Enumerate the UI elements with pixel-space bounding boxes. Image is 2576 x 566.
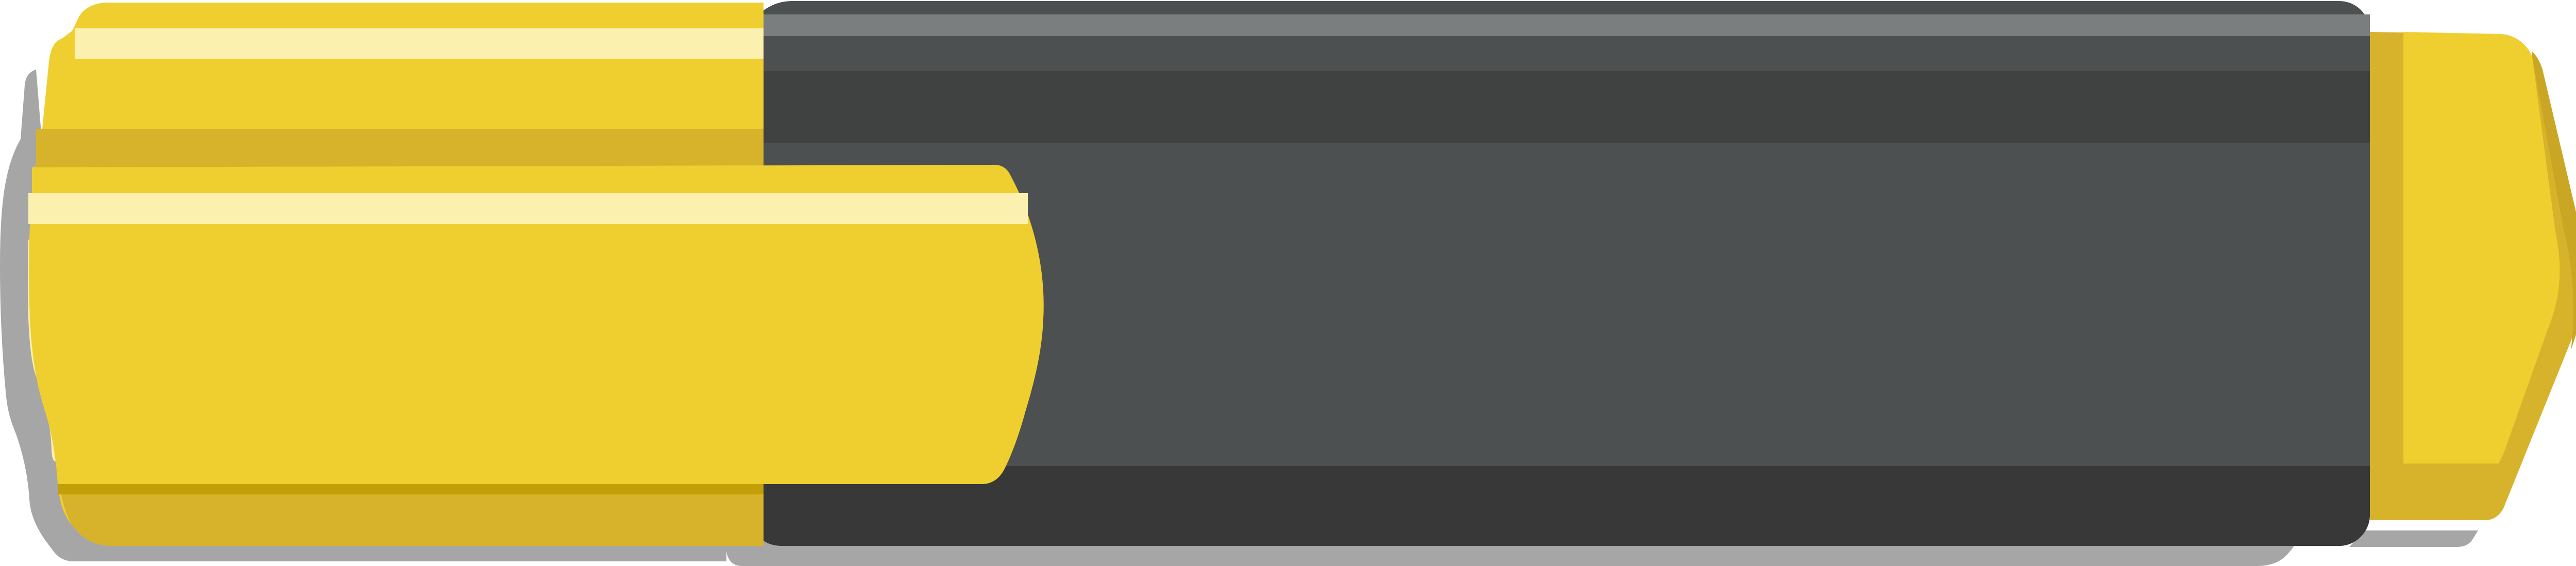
tip-group [2370,32,2576,520]
cap-clip-highlight [28,193,1028,224]
cap-bottom-line [58,484,764,494]
cap-clip [29,165,1044,484]
cap-band-dark [36,129,764,167]
tip-edge [2532,52,2576,350]
barrel-bottom-band [764,466,2370,546]
cap-bottom-band [59,484,764,546]
cap-clip-group [28,165,1044,484]
barrel-group [764,1,2370,546]
tip-shadow [2349,530,2478,547]
barrel-top-lighter [764,71,2370,143]
cap-top-highlight [75,28,764,59]
tip-face [2403,32,2560,464]
barrel-top-stripe [764,14,2370,36]
